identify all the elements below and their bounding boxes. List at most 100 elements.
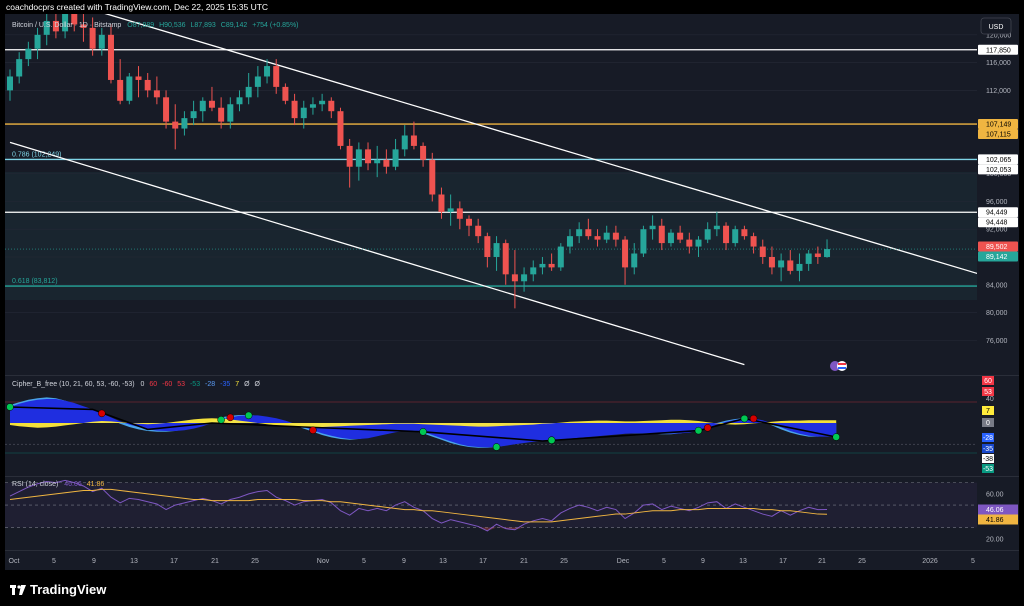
price-tag-label-3: 102,065 (986, 157, 1011, 164)
candle-18 (172, 104, 179, 150)
candle-35 (328, 97, 335, 119)
candle-75 (695, 236, 702, 257)
candle-body-87 (805, 253, 812, 264)
candle-15 (144, 73, 151, 98)
candle-body-15 (144, 79, 151, 91)
time-label-4: 17 (170, 558, 178, 565)
candle-body-31 (291, 100, 298, 119)
time-label-19: 21 (818, 558, 826, 565)
candle-body-88 (814, 253, 821, 257)
candle-1 (16, 52, 23, 84)
price-tag-6 (978, 217, 1018, 228)
cipher-tag-label-4: -28 (983, 435, 993, 442)
time-label-6: 25 (251, 558, 259, 565)
event-badge-back-icon (830, 361, 840, 371)
candle-43 (401, 125, 408, 157)
price-tick-8: 80,000 (986, 310, 1008, 317)
candle-86 (796, 253, 803, 282)
candle-body-49 (456, 208, 463, 219)
candle-body-16 (153, 90, 160, 98)
time-label-1: 5 (52, 558, 56, 565)
candle-19 (181, 111, 188, 136)
trendline-lower-channel[interactable] (9, 141, 745, 366)
candle-body-21 (199, 100, 206, 112)
price-tag-4 (978, 164, 1018, 175)
attribution-bar: coachdocprs created with TradingView.com… (0, 0, 1024, 14)
candle-49 (456, 201, 463, 230)
candle-64 (594, 229, 601, 247)
candle-5 (52, 14, 59, 39)
candle-60 (557, 243, 564, 271)
candle-10 (98, 27, 105, 56)
candle-68 (631, 243, 638, 275)
candle-23 (218, 97, 225, 129)
legend-open: O87,989 (127, 22, 154, 29)
candle-48 (447, 194, 454, 226)
price-tag-label-5: 94,449 (986, 210, 1008, 217)
cipher-divergence-line (9, 406, 837, 442)
cipher-green-dot-9 (832, 433, 840, 441)
flag-stripe-red (838, 363, 846, 365)
candle-26 (245, 73, 252, 105)
candle-body-57 (530, 267, 537, 275)
cipher-green-dot-2 (244, 411, 253, 420)
candle-69 (640, 225, 647, 257)
cipher-value-3: 53 (177, 381, 185, 388)
candle-body-65 (603, 232, 610, 240)
candle-body-5 (52, 20, 59, 32)
candle-body-46 (429, 159, 436, 195)
candle-31 (291, 93, 298, 126)
candle-body-25 (236, 97, 243, 105)
candle-32 (300, 100, 307, 129)
trendlines (9, 7, 1019, 366)
candle-body-1 (16, 59, 23, 77)
candle-8 (80, 14, 87, 42)
price-tags: 117,850 107,149 107,115 102,065 102,053 94,44… (978, 44, 1018, 262)
cipher-green-dot-6 (547, 436, 556, 444)
candle-58 (539, 256, 546, 275)
candle-17 (163, 90, 170, 129)
cipher-value-0: 0 (141, 381, 145, 388)
candle-body-78 (723, 225, 730, 244)
time-axis[interactable]: Oct 5 9 13 17 21 25 Nov 5 9 13 17 21 25 Dec 5 9 13 17 21 25 2… (9, 558, 975, 565)
candle-53 (493, 236, 500, 271)
cipher-tag-5 (982, 444, 994, 453)
cipher-green-dot-8 (740, 414, 749, 423)
currency-button[interactable] (980, 17, 1012, 35)
cipher-tag-label-0: 60 (984, 378, 992, 385)
price-grid (5, 34, 977, 341)
candle-61 (566, 229, 573, 254)
horizontal-levels: 0.786 (102,249) 0.618 (83,812) (5, 49, 977, 287)
candle-body-22 (208, 100, 215, 108)
candle-67 (622, 236, 629, 285)
brand[interactable]: TradingView (10, 582, 106, 597)
cipher-tag-label-5: -35 (983, 446, 993, 453)
candle-body-27 (254, 76, 261, 87)
rsi-indicator (5, 479, 977, 532)
time-label-17: 13 (739, 558, 747, 565)
candle-body-14 (135, 76, 142, 80)
event-badge[interactable] (830, 361, 847, 371)
candlestick-series (7, 14, 831, 309)
candle-body-77 (713, 225, 720, 230)
candle-34 (319, 93, 326, 112)
price-tag-label-1: 107,149 (986, 122, 1011, 129)
rsi-tag-label-0: 46.06 (986, 507, 1004, 514)
price-axis[interactable] (977, 14, 1019, 375)
candle-body-2 (25, 48, 32, 60)
legend-close: C89,142 (221, 22, 248, 29)
candle-6 (62, 14, 69, 39)
rsi-line (9, 479, 828, 532)
candle-body-69 (640, 229, 647, 254)
candle-51 (475, 218, 482, 244)
candle-39 (365, 142, 372, 171)
candle-body-3 (34, 34, 41, 49)
price-tick-2: 112,000 (986, 88, 1011, 95)
trendline-upper-channel[interactable] (83, 7, 1019, 286)
rsi-tag-0 (978, 504, 1018, 515)
candle-body-32 (300, 107, 307, 119)
cipher-red-dot-4 (749, 414, 758, 423)
price-tick-4: 96,000 (986, 199, 1008, 206)
time-label-21: 2026 (922, 558, 938, 565)
